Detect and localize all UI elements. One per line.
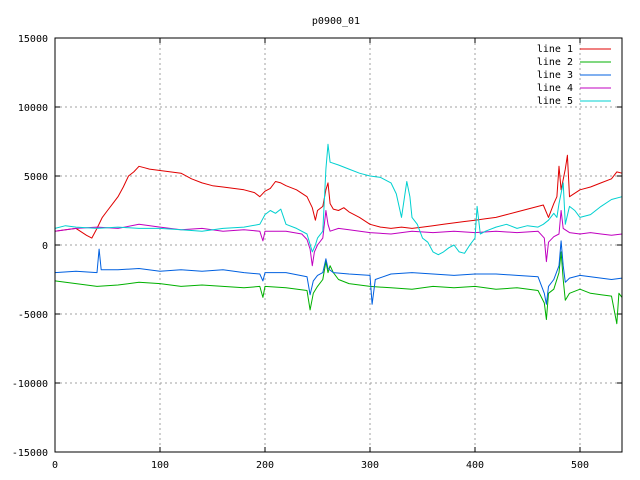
x-tick-label: 100 — [151, 460, 169, 471]
series-line-2 — [54, 251, 623, 325]
y-tick-label: 0 — [42, 241, 48, 252]
legend: line 1 line 2 line 3 line 4 line 5 — [537, 44, 611, 107]
y-tick-label: -15000 — [12, 448, 48, 459]
y-tick-label: -10000 — [12, 379, 48, 390]
legend-label: line 5 — [537, 96, 573, 107]
chart-title: p0900_01 — [312, 16, 360, 27]
axis-ticks: 0 100 200 300 400 500 -15000 -10000 -5000 0 5000 10… — [12, 34, 622, 471]
x-tick-label: 500 — [571, 460, 589, 471]
plot-frame — [54, 37, 623, 453]
x-tick-label: 200 — [256, 460, 274, 471]
y-tick-label: -5000 — [18, 310, 48, 321]
y-tick-label: 15000 — [18, 34, 48, 45]
legend-label: line 3 — [537, 70, 573, 81]
grid — [55, 38, 622, 452]
x-tick-label: 300 — [361, 460, 379, 471]
series-line-3 — [54, 240, 623, 305]
legend-label: line 2 — [537, 57, 573, 68]
y-tick-label: 10000 — [18, 103, 48, 114]
x-tick-label: 0 — [52, 460, 58, 471]
series-line-1 — [54, 154, 623, 239]
series-line-5 — [54, 143, 623, 256]
series-line-4 — [54, 210, 623, 267]
series-group — [54, 143, 623, 325]
legend-label: line 4 — [537, 83, 573, 94]
legend-label: line 1 — [537, 44, 573, 55]
x-tick-label: 400 — [466, 460, 484, 471]
y-tick-label: 5000 — [24, 172, 48, 183]
